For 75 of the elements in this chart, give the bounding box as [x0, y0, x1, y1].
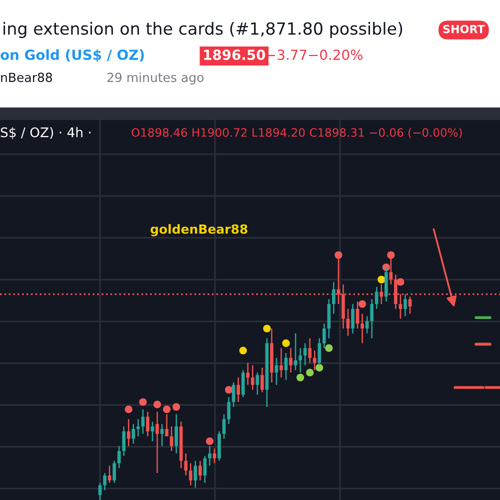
candlestick: [250, 364, 254, 390]
candlestick: [174, 414, 178, 454]
candlestick: [126, 418, 130, 447]
candlestick: [346, 308, 350, 336]
candlestick: [260, 367, 264, 393]
candlestick: [132, 423, 136, 444]
candlestick: [212, 448, 216, 464]
point: [282, 339, 290, 348]
point: [172, 403, 180, 411]
point: [325, 344, 333, 352]
candlestick: [351, 303, 354, 334]
point: [316, 364, 324, 372]
chart-subtitle: on Gold (US$ / OZ): [0, 49, 144, 62]
point: [296, 374, 304, 382]
candlestick: [256, 372, 260, 396]
point: [263, 324, 271, 332]
candlestick: [246, 362, 250, 386]
candlestick: [280, 347, 283, 378]
candlestick: [370, 298, 374, 339]
candlestick: [108, 465, 112, 484]
text: goldenBear88: [150, 224, 248, 236]
point: [378, 276, 386, 284]
candlestick: [112, 460, 116, 484]
point: [206, 437, 214, 446]
text: SHORT: [443, 24, 485, 34]
candlestick: [241, 370, 245, 398]
candlestick: [380, 284, 384, 305]
text: −0.20%: [308, 50, 362, 60]
candlestick: [136, 418, 140, 437]
candlestick: [404, 294, 407, 317]
candlestick: [294, 332, 298, 371]
point: [124, 406, 132, 414]
candlestick: [146, 411, 150, 437]
candlestick: [332, 281, 336, 314]
candlestick: [194, 460, 198, 488]
candlestick: [374, 286, 378, 310]
candlestick: [150, 420, 154, 442]
candlestick: [188, 462, 192, 486]
candlestick: [222, 414, 226, 440]
candlestick: [103, 472, 106, 491]
candlestick: [360, 313, 364, 344]
chart-title: ing extension on the cards (#1,871.80 possible): [4, 22, 402, 38]
point: [239, 346, 247, 354]
candlestick: [227, 396, 230, 425]
text: O1898.46 H1900.72 L1894.20 C1898.31 −0.06 (−0.00%): [132, 128, 462, 138]
candlestick: [208, 445, 212, 466]
candlestick: [236, 376, 240, 403]
candlestick: [322, 322, 326, 349]
candlestick: [160, 423, 164, 447]
candlestick: [303, 342, 307, 366]
candlestick: [408, 296, 412, 314]
point: [306, 368, 314, 376]
candlestick: [156, 411, 159, 474]
point: [396, 278, 404, 286]
candlestick: [298, 347, 302, 374]
candlestick: [198, 460, 202, 482]
text: nBear88: [1, 72, 52, 82]
text: S$ / OZ) · 4h ·: [0, 127, 90, 140]
point: [224, 386, 233, 394]
point: [162, 406, 171, 414]
candlestick: [117, 445, 121, 469]
candlestick: [141, 408, 145, 434]
point: [153, 400, 162, 408]
text: −3.77: [266, 50, 306, 60]
candlestick: [122, 426, 126, 457]
candlestick: [318, 338, 322, 366]
point: [139, 398, 147, 406]
text: 1896.50: [204, 50, 266, 60]
text: 29 minutes ago: [107, 72, 204, 85]
candlestick: [312, 350, 316, 371]
point: [358, 300, 366, 308]
candlestick: [184, 452, 188, 476]
candlestick: [289, 347, 292, 374]
candlestick: [365, 316, 369, 334]
candlestick: [308, 338, 312, 364]
